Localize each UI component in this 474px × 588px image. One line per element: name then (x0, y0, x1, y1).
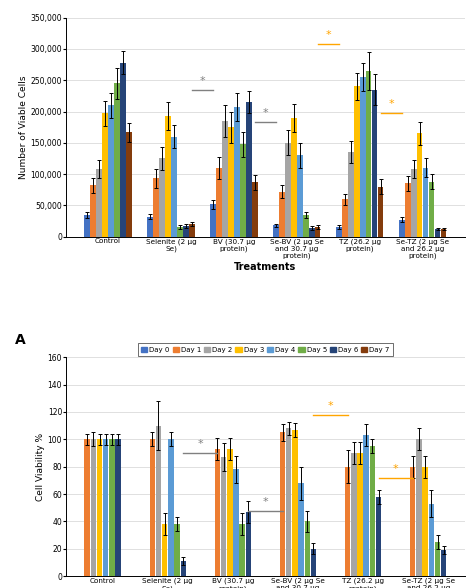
Bar (162, 524, 167, 576)
Bar (210, 204, 216, 237)
Bar (97, 439, 102, 576)
Bar (376, 497, 381, 576)
Bar (429, 182, 435, 237)
Bar (227, 449, 233, 576)
Bar (91, 439, 96, 576)
Bar (286, 429, 292, 576)
Bar (156, 426, 161, 576)
Text: *: * (263, 497, 268, 507)
Bar (239, 524, 245, 576)
Bar (441, 550, 447, 576)
Bar (292, 118, 297, 237)
Text: A: A (15, 333, 25, 347)
Bar (174, 524, 180, 576)
Bar (165, 116, 171, 237)
X-axis label: Treatments: Treatments (234, 262, 297, 272)
Bar (84, 215, 90, 237)
Y-axis label: Number of Viable Cells: Number of Viable Cells (19, 75, 28, 179)
Bar (159, 158, 164, 237)
Bar (311, 549, 316, 576)
Bar (417, 133, 422, 237)
Bar (222, 121, 228, 237)
Bar (114, 83, 119, 237)
Bar (109, 105, 114, 237)
Bar (233, 469, 239, 576)
Bar (337, 228, 342, 237)
Text: *: * (326, 30, 331, 40)
Bar (102, 113, 108, 237)
Bar (168, 439, 173, 576)
Bar (181, 561, 186, 576)
Bar (360, 77, 365, 237)
Bar (354, 86, 360, 237)
Bar (120, 63, 126, 237)
Bar (372, 89, 377, 237)
Bar (410, 467, 416, 576)
Bar (298, 483, 304, 576)
Bar (416, 439, 422, 576)
Text: *: * (393, 464, 399, 474)
Bar (399, 220, 404, 237)
Text: *: * (198, 439, 203, 449)
Bar (441, 229, 447, 237)
Bar (177, 228, 182, 237)
Bar (216, 168, 222, 237)
Bar (171, 136, 177, 237)
Bar (91, 185, 96, 237)
Bar (280, 433, 285, 576)
Bar (150, 439, 155, 576)
Bar (405, 183, 410, 237)
Bar (342, 199, 347, 237)
Legend: Day 0, Day 1, Day 2, Day 3, Day 4, Day 5, Day 6, Day 7: Day 0, Day 1, Day 2, Day 3, Day 4, Day 5… (137, 343, 393, 356)
Bar (103, 439, 109, 576)
Bar (279, 192, 284, 237)
Bar (364, 435, 369, 576)
Bar (428, 504, 434, 576)
Bar (84, 439, 90, 576)
Bar (127, 132, 132, 237)
Bar (297, 155, 302, 237)
Bar (422, 467, 428, 576)
Bar (189, 224, 194, 237)
Bar (215, 449, 220, 576)
Bar (234, 107, 239, 237)
Text: *: * (389, 99, 394, 109)
Bar (285, 143, 291, 237)
Bar (109, 439, 115, 576)
Bar (435, 542, 440, 576)
Text: *: * (200, 76, 205, 86)
Bar (309, 228, 315, 237)
Bar (411, 169, 417, 237)
Bar (228, 127, 234, 237)
Bar (378, 186, 383, 237)
Bar (273, 225, 279, 237)
Bar (221, 457, 226, 576)
Bar (147, 216, 153, 237)
Bar (435, 229, 440, 237)
Bar (246, 102, 252, 237)
Bar (315, 228, 320, 237)
Bar (370, 446, 375, 576)
Bar (348, 152, 354, 237)
Bar (292, 430, 298, 576)
Bar (96, 169, 102, 237)
Bar (345, 467, 350, 576)
Bar (303, 215, 309, 237)
Y-axis label: Cell Viability %: Cell Viability % (36, 433, 45, 501)
Bar (115, 439, 121, 576)
Bar (423, 168, 428, 237)
Text: *: * (328, 401, 333, 411)
Bar (246, 512, 251, 576)
Bar (154, 179, 159, 237)
Bar (357, 453, 363, 576)
Bar (305, 522, 310, 576)
Bar (240, 144, 246, 237)
Bar (183, 226, 189, 237)
Text: *: * (263, 108, 268, 118)
Bar (366, 71, 372, 237)
Bar (351, 453, 356, 576)
Bar (252, 182, 257, 237)
